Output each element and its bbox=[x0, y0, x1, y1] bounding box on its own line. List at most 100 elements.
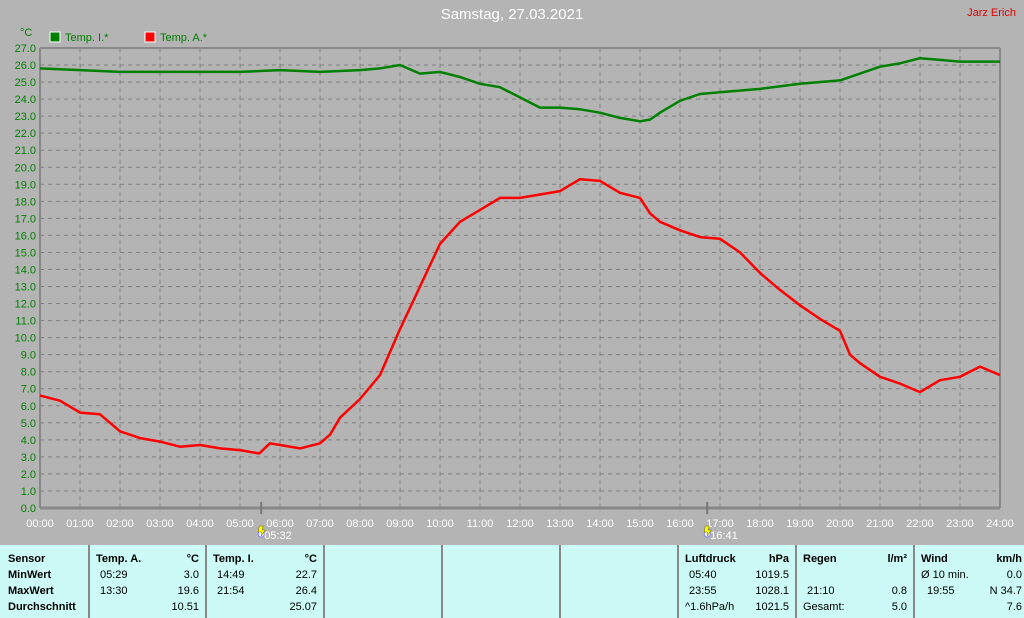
row-label-avg: Durchschnitt bbox=[8, 601, 76, 613]
y-tick-label: 1.0 bbox=[21, 486, 36, 498]
sensor-header: Sensor bbox=[8, 553, 46, 565]
x-tick-label: 16:00 bbox=[666, 518, 694, 530]
x-tick-label: 22:00 bbox=[906, 518, 934, 530]
x-tick-label: 03:00 bbox=[146, 518, 174, 530]
y-tick-label: 2.0 bbox=[21, 469, 36, 481]
y-tick-label: 8.0 bbox=[21, 367, 36, 379]
rain-total: 5.0 bbox=[891, 601, 907, 613]
y-tick-label: 7.0 bbox=[21, 384, 36, 396]
temperature-chart: 0.0 1.0 2.0 3.0 4.0 5.0 6.0 7.0 8.0 9.0 10.0 11.0 12… bbox=[15, 27, 1014, 542]
pressure-max-time: 23:55 bbox=[689, 585, 717, 597]
row-label-max: MaxWert bbox=[8, 585, 54, 597]
y-tick-label: 6.0 bbox=[21, 401, 36, 413]
y-tick-label: 10.0 bbox=[15, 333, 36, 345]
wind-max: N 34.7 bbox=[989, 585, 1022, 597]
x-tick-label: 07:00 bbox=[306, 518, 334, 530]
pressure-min: 1019.5 bbox=[755, 569, 789, 581]
temp-i-max-time: 21:54 bbox=[217, 585, 245, 597]
legend-label: Temp. A.* bbox=[160, 32, 208, 44]
x-tick-label: 15:00 bbox=[626, 518, 654, 530]
temp-a-max: 19.6 bbox=[177, 585, 199, 597]
marker-label: 05:32 bbox=[264, 530, 292, 542]
chart-title: Samstag, 27.03.2021 bbox=[440, 6, 584, 23]
y-tick-label: 21.0 bbox=[15, 145, 36, 157]
y-tick-label: 14.0 bbox=[15, 264, 36, 276]
y-tick-label: 20.0 bbox=[15, 162, 36, 174]
rain-total-label: Gesamt: bbox=[803, 601, 845, 613]
x-tick-label: 06:00 bbox=[266, 518, 294, 530]
temp-a-unit: °C bbox=[186, 553, 199, 565]
y-tick-label: 0.0 bbox=[21, 503, 36, 515]
y-tick-label: 24.0 bbox=[15, 94, 36, 106]
temp-a-avg: 10.51 bbox=[171, 601, 199, 613]
x-tick-label: 05:00 bbox=[226, 518, 254, 530]
temp-i-column: Temp. I. °C 14:49 22.7 21:54 26.4 25.07 bbox=[207, 545, 325, 618]
y-tick-label: 3.0 bbox=[21, 452, 36, 464]
y-tick-label: 22.0 bbox=[15, 128, 36, 140]
x-tick-label: 18:00 bbox=[746, 518, 774, 530]
pressure-column: Luftdruck hPa 05:40 1019.5 23:55 1028.1 … bbox=[679, 545, 797, 618]
y-tick-label: 13.0 bbox=[15, 282, 36, 294]
temp-a-min: 3.0 bbox=[183, 569, 199, 581]
x-tick-label: 24:00 bbox=[986, 518, 1014, 530]
pressure-header: Luftdruck bbox=[685, 553, 736, 565]
marker-label: 16:41 bbox=[710, 530, 738, 542]
temp-a-column: Temp. A. °C 05:29 3.0 13:30 19.6 10.51 bbox=[90, 545, 207, 618]
y-tick-label: 15.0 bbox=[15, 247, 36, 259]
row-label-min: MinWert bbox=[8, 569, 52, 581]
y-tick-label: 17.0 bbox=[15, 213, 36, 225]
x-tick-label: 09:00 bbox=[386, 518, 414, 530]
y-tick-label: 23.0 bbox=[15, 111, 36, 123]
pressure-max: 1028.1 bbox=[755, 585, 789, 597]
y-tick-label: 12.0 bbox=[15, 299, 36, 311]
pressure-current: 1021.5 bbox=[755, 601, 789, 613]
x-tick-label: 21:00 bbox=[866, 518, 894, 530]
y-tick-label: 4.0 bbox=[21, 435, 36, 447]
temp-i-max: 26.4 bbox=[295, 585, 317, 597]
rain-max: 0.8 bbox=[891, 585, 907, 597]
y-tick-label: 9.0 bbox=[21, 350, 36, 362]
x-tick-label: 08:00 bbox=[346, 518, 374, 530]
x-tick-label: 02:00 bbox=[106, 518, 134, 530]
temp-i-unit: °C bbox=[304, 553, 317, 565]
y-tick-label: 27.0 bbox=[15, 43, 36, 55]
empty-column bbox=[561, 545, 679, 618]
sunset-icon-bolt bbox=[703, 525, 712, 537]
y-tick-label: 19.0 bbox=[15, 179, 36, 191]
y-tick-label: 11.0 bbox=[15, 316, 36, 328]
sunrise-icon-bolt bbox=[257, 525, 266, 537]
rain-max-time: 21:10 bbox=[807, 585, 835, 597]
rain-column: Regen l/m² 21:10 0.8 Gesamt: 5.0 bbox=[797, 545, 915, 618]
wind-current: 7.6 bbox=[1006, 601, 1022, 613]
y-tick-label: 18.0 bbox=[15, 196, 36, 208]
temp-i-avg: 25.07 bbox=[289, 601, 317, 613]
sensor-column: Sensor MinWert MaxWert Durchschnitt bbox=[0, 545, 90, 618]
x-tick-label: 04:00 bbox=[186, 518, 214, 530]
temp-i-header: Temp. I. bbox=[213, 553, 254, 565]
x-tick-label: 19:00 bbox=[786, 518, 814, 530]
temp-i-min: 22.7 bbox=[295, 569, 317, 581]
y-tick-label: 26.0 bbox=[15, 60, 36, 72]
author-label: Jarz Erich bbox=[967, 7, 1016, 19]
pressure-trend: ^1.6hPa/h bbox=[685, 601, 735, 613]
legend-swatch bbox=[49, 31, 61, 43]
series-line-outside bbox=[39, 177, 1001, 455]
pressure-min-time: 05:40 bbox=[689, 569, 717, 581]
y-tick-label: 16.0 bbox=[15, 230, 36, 242]
legend-swatch bbox=[144, 31, 156, 43]
temp-a-min-time: 05:29 bbox=[100, 569, 128, 581]
pressure-unit: hPa bbox=[768, 553, 789, 565]
wind-header: Wind bbox=[921, 553, 948, 565]
legend-label: Temp. I.* bbox=[65, 32, 109, 44]
temp-i-min-time: 14:49 bbox=[217, 569, 245, 581]
empty-column bbox=[325, 545, 443, 618]
statistics-panel: Sensor MinWert MaxWert Durchschnitt Temp… bbox=[0, 545, 1024, 618]
wind-max-time: 19:55 bbox=[927, 585, 955, 597]
wind-avg-label: Ø 10 min. bbox=[921, 569, 969, 581]
x-tick-label: 11:00 bbox=[467, 518, 494, 530]
empty-column bbox=[443, 545, 561, 618]
x-tick-label: 20:00 bbox=[826, 518, 854, 530]
x-tick-label: 10:00 bbox=[426, 518, 454, 530]
x-tick-label: 12:00 bbox=[506, 518, 534, 530]
x-tick-label: 23:00 bbox=[946, 518, 974, 530]
